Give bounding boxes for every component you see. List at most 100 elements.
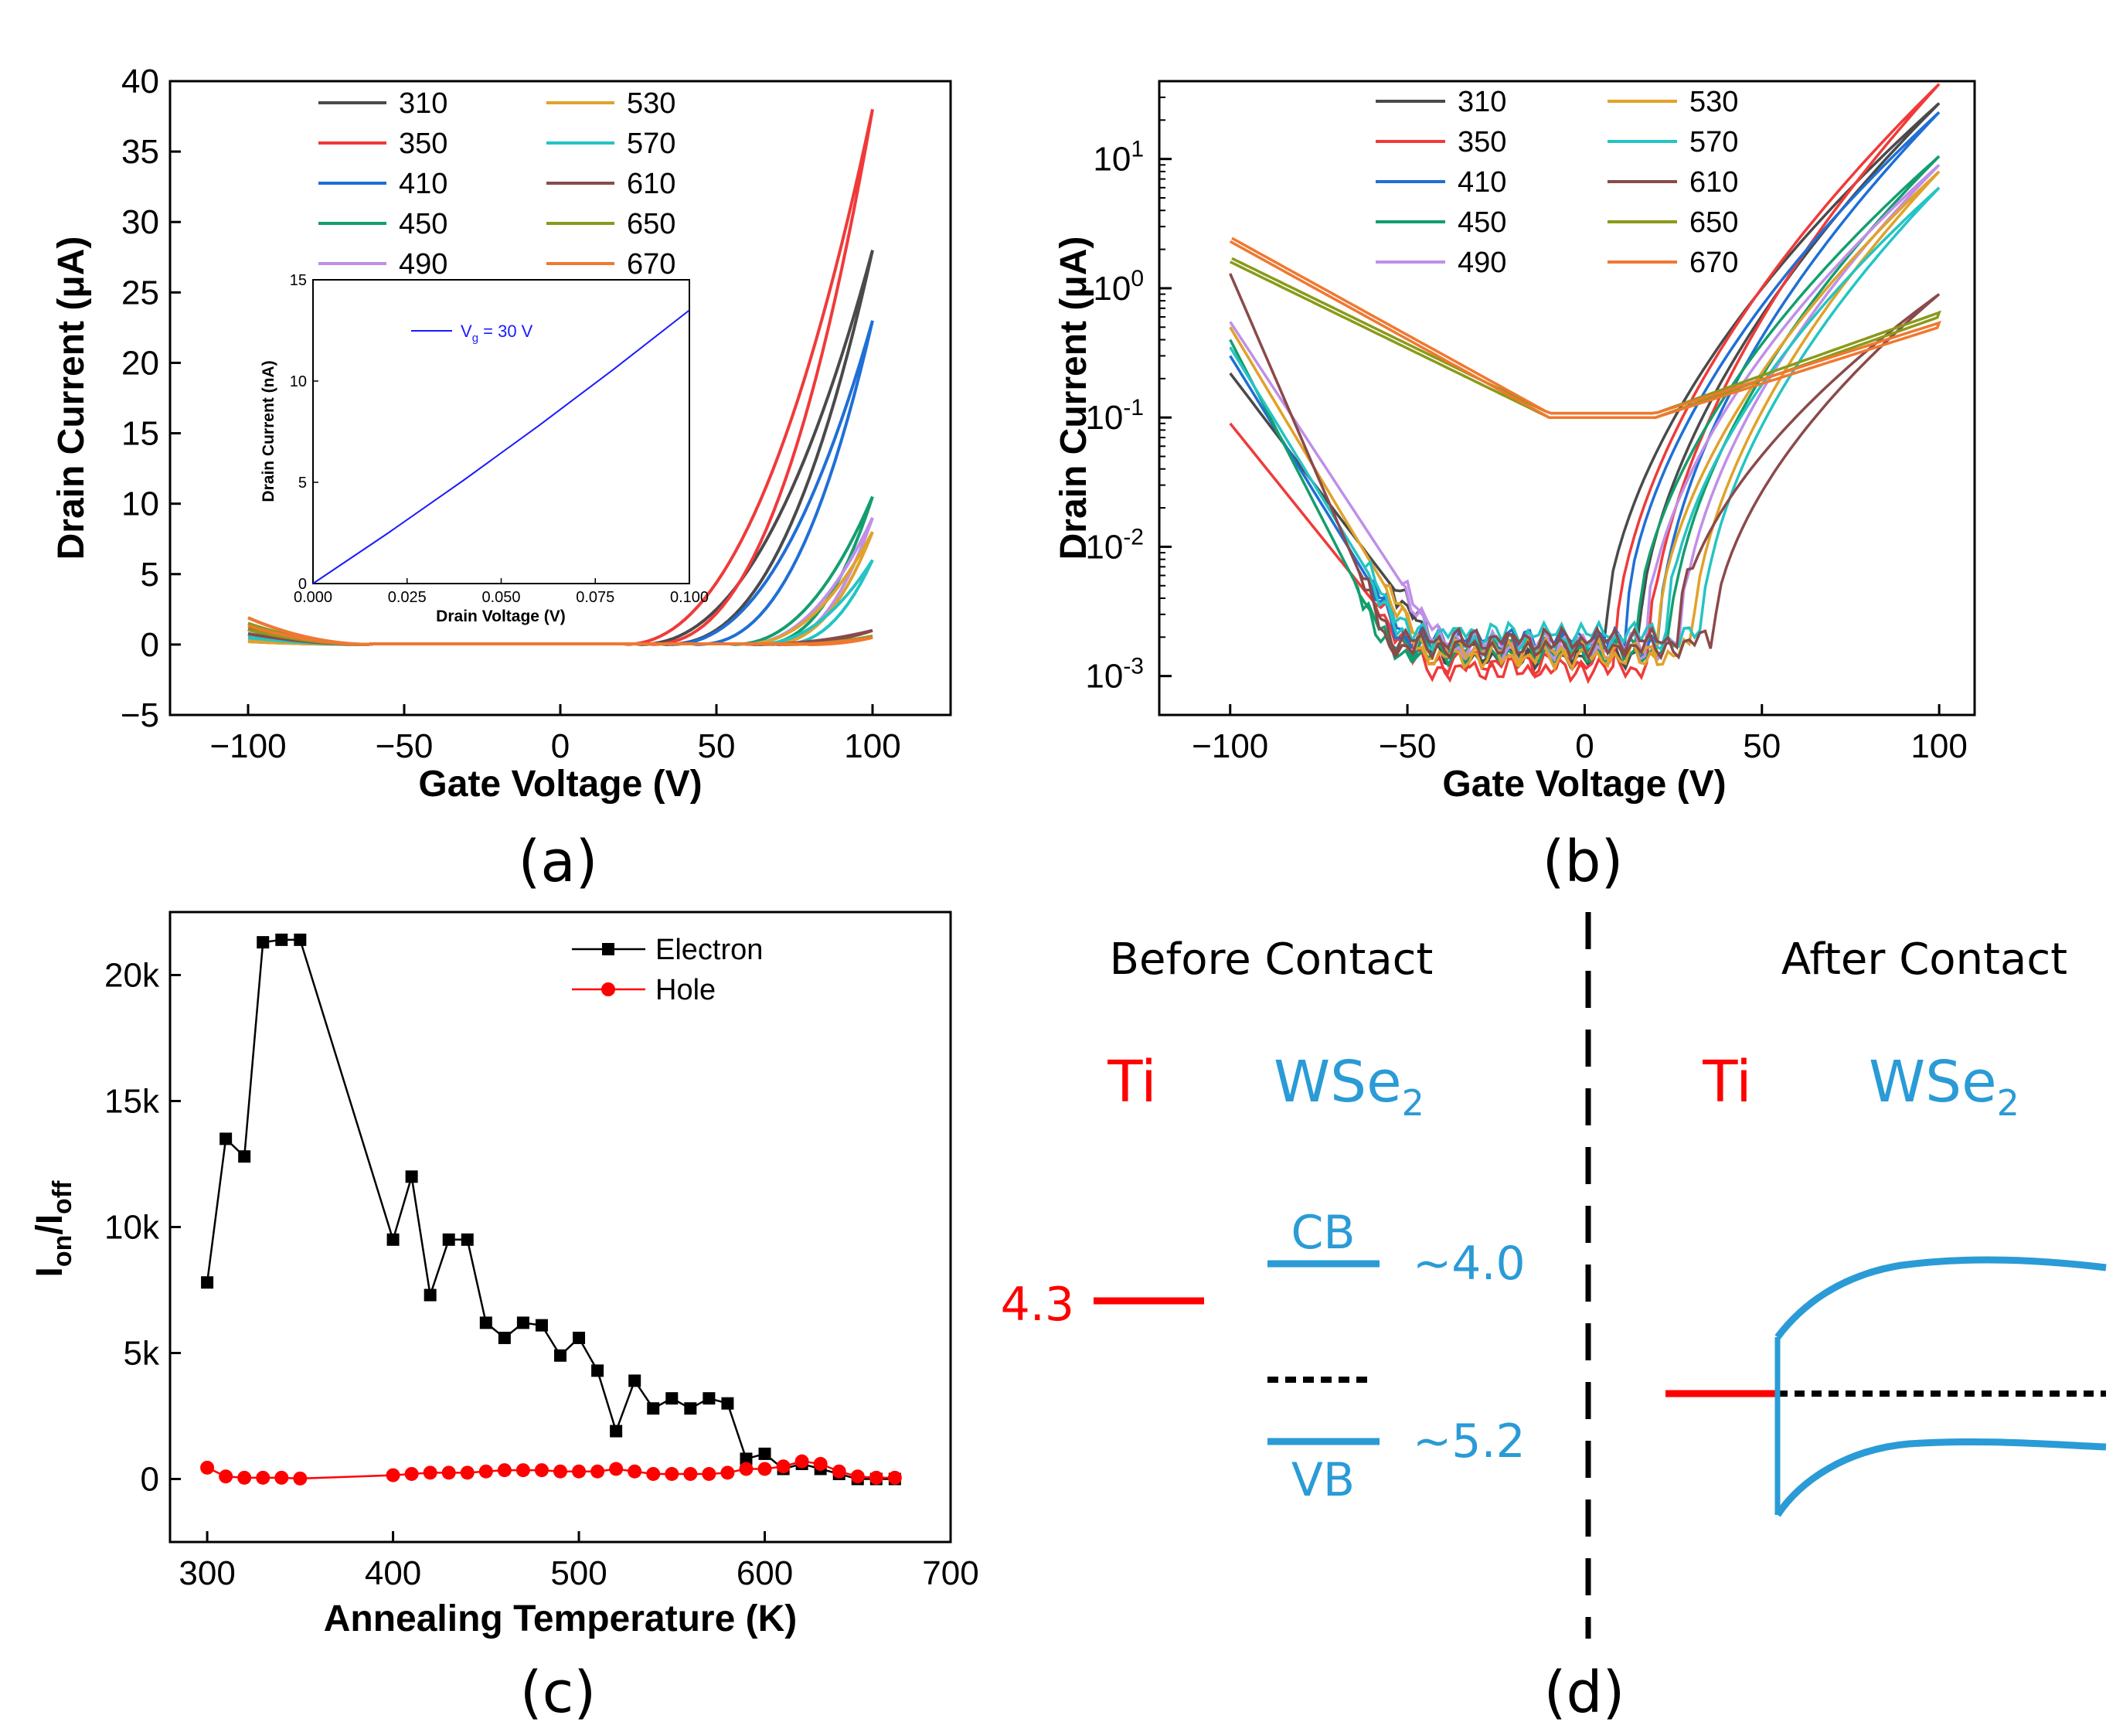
legend-label-490: 490 (1458, 247, 1506, 279)
hole-point (219, 1469, 233, 1484)
inset-y-tick-label: 15 (290, 272, 307, 289)
series-hole-line (206, 1460, 895, 1480)
series-670-line (247, 616, 873, 646)
inset-xlabel: Drain Voltage (V) (436, 608, 566, 625)
legend-label-350: 350 (1458, 126, 1506, 158)
hole-point (869, 1470, 883, 1485)
conduction-band-bending (1774, 1256, 2107, 1339)
legend-label-490: 490 (399, 248, 447, 281)
hole-point (887, 1470, 902, 1485)
x-tick-label: 400 (365, 1554, 421, 1592)
electron-point (628, 1374, 641, 1387)
electron-point (442, 1233, 455, 1246)
ti-work-function-value: 4.3 (1001, 1278, 1074, 1332)
legend-label-410: 410 (1458, 166, 1506, 199)
electron-point (386, 1233, 400, 1246)
electron-point (721, 1397, 734, 1410)
x-tick-label: −100 (209, 727, 286, 765)
hole-point (386, 1468, 400, 1482)
vb-energy-value: ~5.2 (1413, 1414, 1526, 1469)
electron-point (479, 1316, 492, 1329)
series-570-line (1229, 186, 1941, 655)
hole-point (628, 1464, 642, 1479)
y-tick-label: 15 (121, 415, 159, 453)
legend-label-410: 410 (399, 168, 447, 200)
legend-label-570: 570 (1689, 126, 1738, 158)
electron-point (424, 1288, 437, 1302)
electron-point (275, 933, 288, 946)
x-tick-label: 0 (551, 727, 570, 765)
series-450-line (1229, 155, 1941, 669)
electron-point (665, 1392, 679, 1405)
hole-point (274, 1470, 289, 1485)
y-tick-label: 0 (141, 1461, 159, 1499)
electron-point (516, 1316, 529, 1329)
inset-ticks: 0.000 0.025 0.050 0.075 0.100 0 5 10 15 (290, 272, 709, 606)
hole-point (293, 1471, 308, 1486)
legend-label-530: 530 (627, 87, 675, 120)
inset-frame (312, 279, 690, 584)
y-tick-label: 40 (121, 63, 159, 100)
x-tick-label: −100 (1192, 727, 1268, 765)
electron-point (257, 936, 270, 949)
hole-point (757, 1462, 772, 1476)
electron-point (573, 1331, 586, 1344)
x-tick-label: 600 (737, 1554, 793, 1592)
hole-point (590, 1464, 605, 1479)
hole-point (813, 1456, 828, 1471)
legend-label-450: 450 (1458, 206, 1506, 239)
panel-a-xlabel: Gate Voltage (V) (418, 764, 702, 805)
y-tick-label: 10 (121, 485, 159, 523)
hole-point (237, 1470, 252, 1485)
y-tick-label: 20k (104, 957, 160, 995)
hole-point (794, 1454, 809, 1469)
wse2-label-before: WSe2 (1274, 1049, 1424, 1124)
x-tick-label: −50 (1379, 727, 1437, 765)
legend-label-electron: Electron (655, 934, 763, 966)
hole-point (497, 1463, 512, 1478)
inset-y-tick-label: 0 (298, 576, 307, 593)
hole-point (665, 1466, 679, 1481)
legend-label-610: 610 (1689, 166, 1738, 199)
before-contact-title: Before Contact (1110, 934, 1434, 985)
y-tick-label: 5 (141, 556, 159, 594)
panel-a-legend: 310 350 410 450 490 530 570 610 650 670 (318, 87, 675, 281)
after-contact-title: After Contact (1781, 934, 2067, 985)
legend-label-650: 650 (627, 208, 675, 240)
hole-point (646, 1466, 661, 1481)
electron-point (703, 1392, 716, 1405)
legend-label-610: 610 (627, 168, 675, 200)
legend-label-350: 350 (399, 128, 447, 160)
panel-b-label: (b) (1543, 829, 1624, 895)
panel-b-chart: −100 −50 0 50 100 10-3 10-2 10-1 100 101 Gate Vol… (1053, 80, 1976, 895)
electron-point (294, 933, 307, 946)
panel-b-ticks: −100 −50 0 50 100 10-3 10-2 10-1 100 101 (1085, 96, 1968, 765)
y-tick-label: 20 (121, 344, 159, 382)
hole-point (200, 1460, 215, 1475)
ti-label-before: Ti (1107, 1049, 1157, 1115)
inset-y-tick-label: 5 (298, 475, 307, 492)
y-tick-label: 101 (1093, 137, 1144, 179)
series-610-line (1229, 273, 1941, 662)
electron-point (758, 1447, 771, 1460)
hole-point (256, 1470, 270, 1485)
hole-point (441, 1465, 456, 1480)
panel-c-ticks: 300 400 500 600 700 0 5k 10k 15k 20k (104, 957, 979, 1593)
series-530-line (1229, 170, 1941, 672)
hole-point (478, 1464, 493, 1479)
hole-point (850, 1469, 865, 1484)
vb-label: VB (1291, 1453, 1355, 1507)
hole-point (720, 1465, 735, 1480)
panel-d-label: (d) (1544, 1659, 1625, 1726)
legend-label-670: 670 (1689, 247, 1738, 279)
electron-point (238, 1150, 251, 1163)
electron-point (535, 1319, 548, 1332)
panel-c-ylabel: Ion/Ioff (29, 1180, 77, 1278)
y-tick-label: −5 (121, 696, 159, 734)
series-670-line (1229, 237, 1941, 419)
electron-point (647, 1402, 660, 1415)
electron-point (610, 1425, 623, 1438)
electron-point (405, 1170, 418, 1183)
